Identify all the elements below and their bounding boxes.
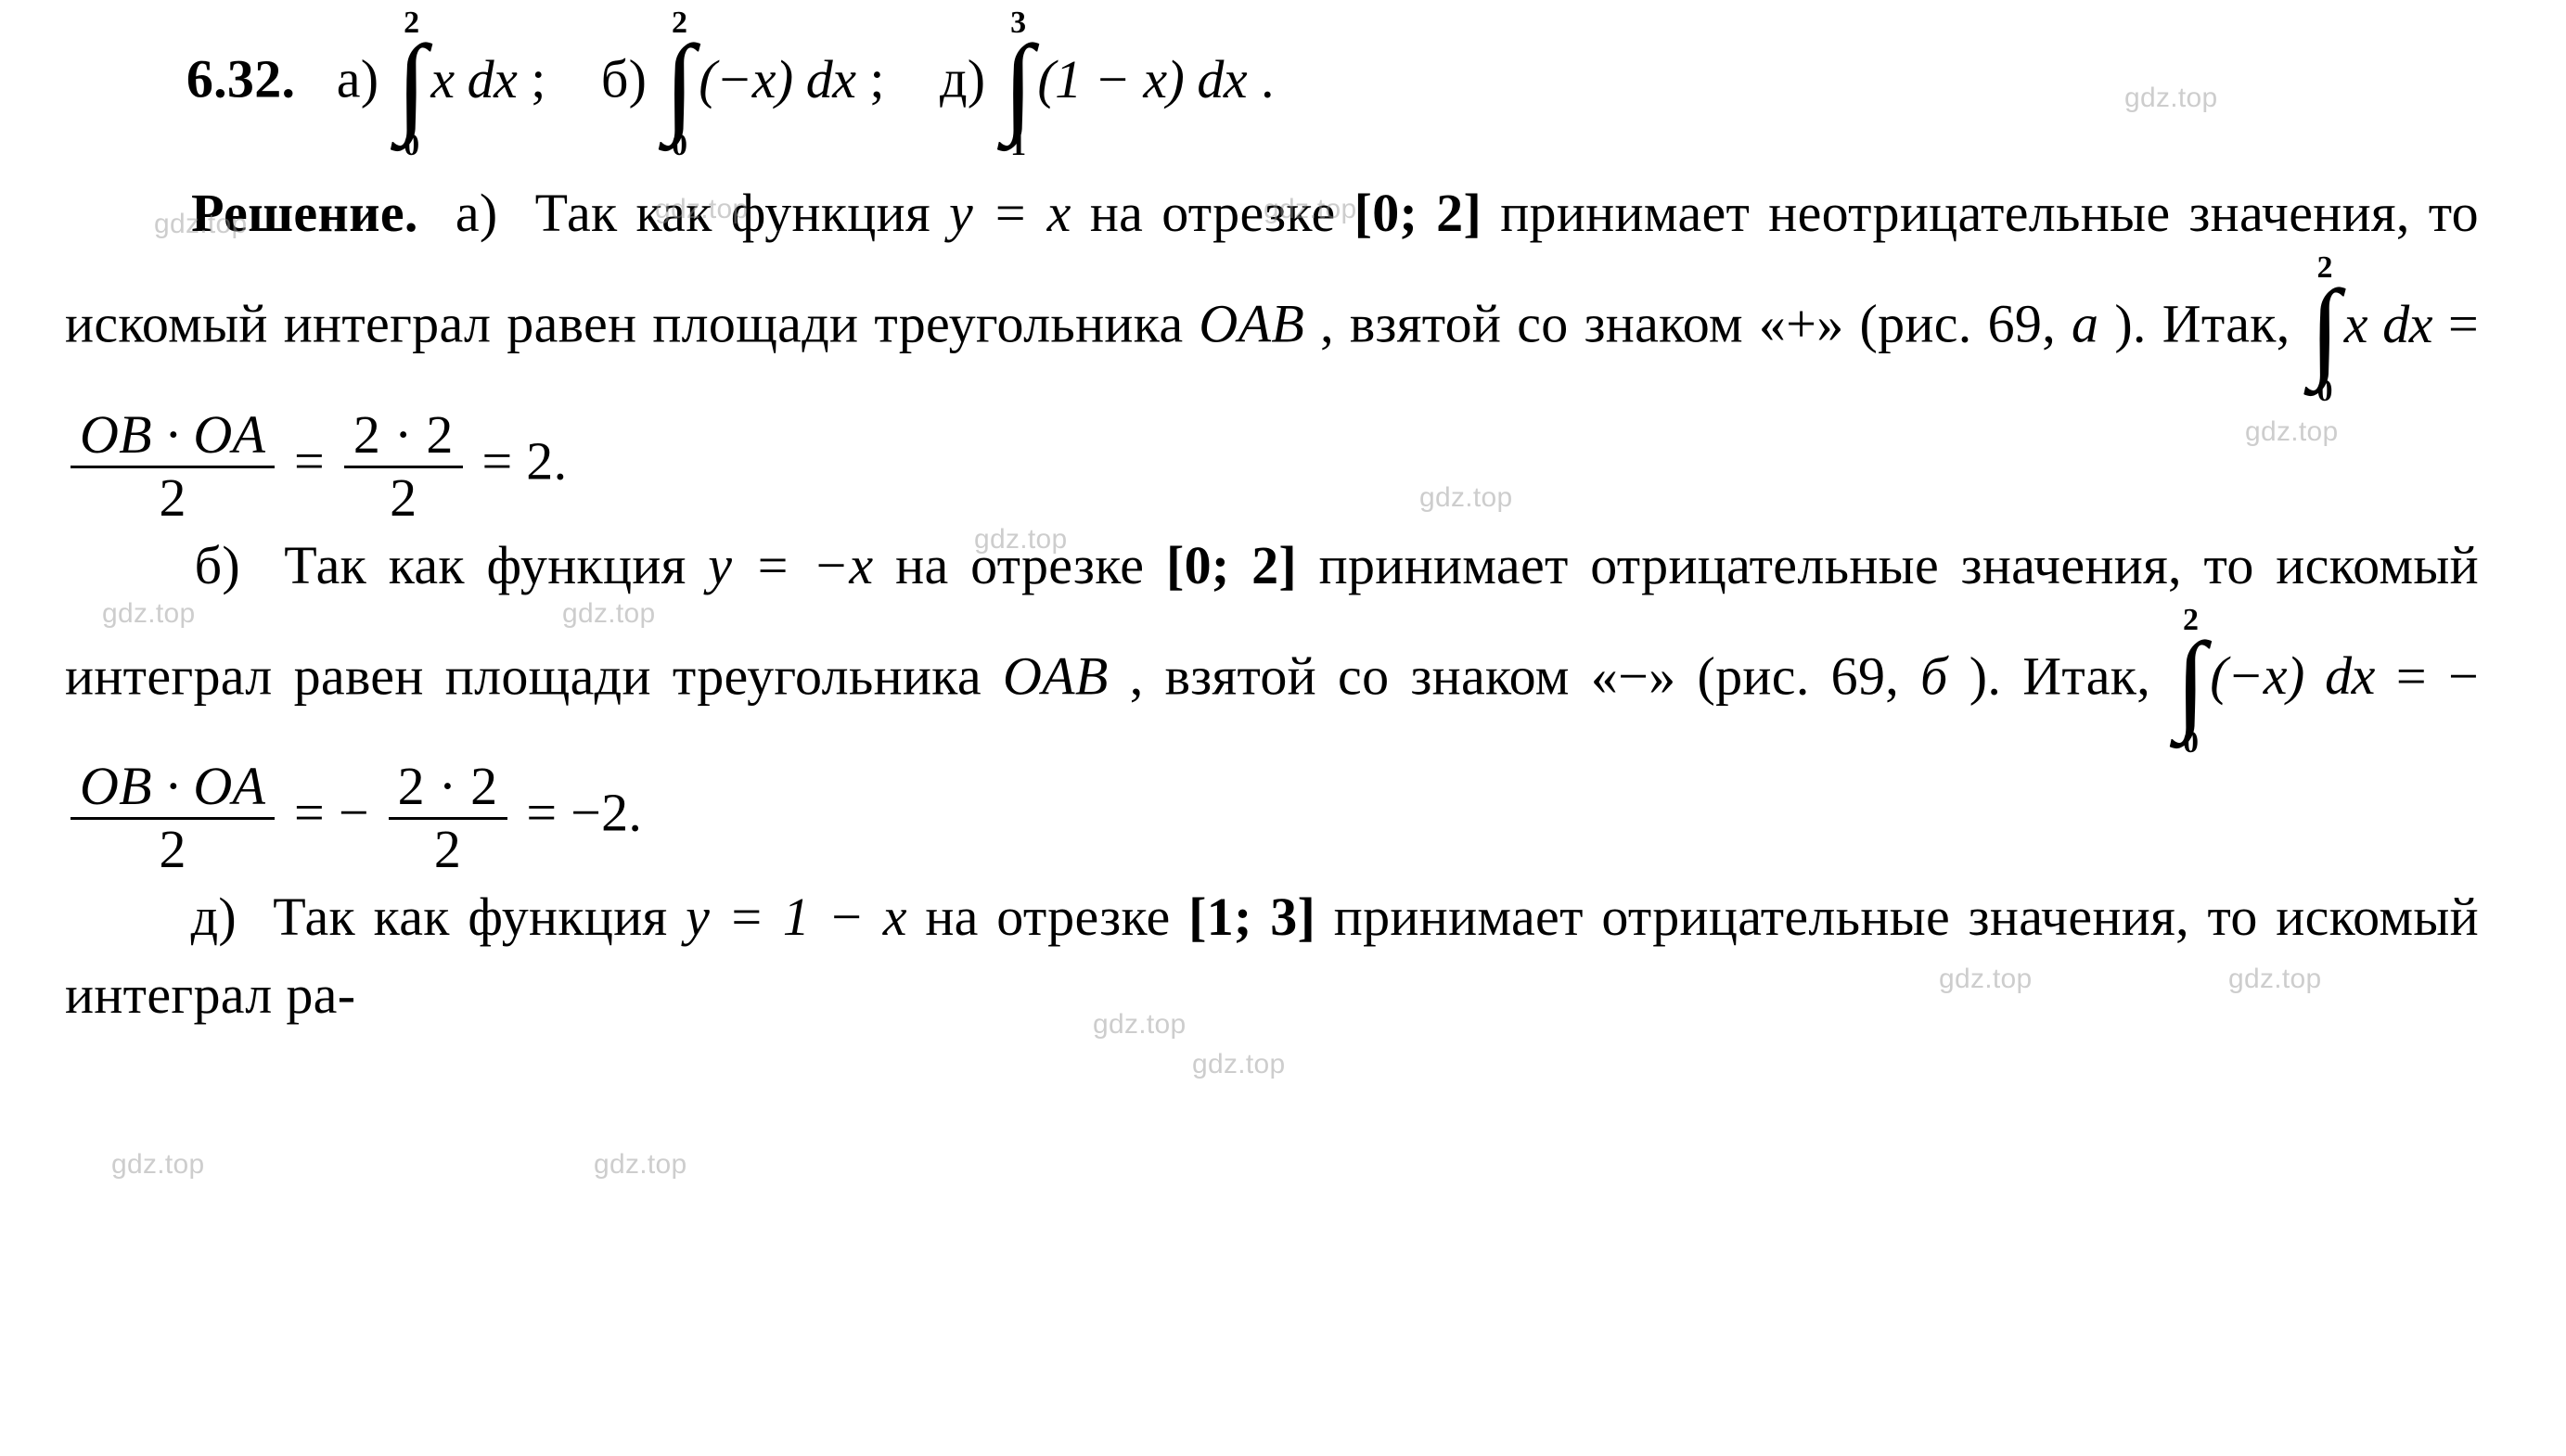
frac-a1: OB · OA 2 (71, 407, 275, 527)
integral-b-inline: 2 ∫ 0 (−x) dx (2172, 645, 2396, 706)
frac-a2: 2 · 2 2 (344, 407, 463, 527)
solution-a: Решение. а) Так как функция y = x на отр… (65, 174, 2479, 526)
watermark: gdz.top (594, 1144, 687, 1185)
problem-label: 6.32. (186, 49, 296, 109)
integral-b: 2 ∫ 0 (−x) dx (661, 49, 869, 109)
problem-line: 6.32. а) 2 ∫ 0 x dx ; б) 2 ∫ 0 (−x) dx ;… (65, 7, 2479, 161)
watermark: gdz.top (111, 1144, 205, 1185)
page: 6.32. а) 2 ∫ 0 x dx ; б) 2 ∫ 0 (−x) dx ;… (0, 0, 2566, 1056)
solution-heading: Решение. (191, 183, 418, 243)
solution-d: д) Так как функция y = 1 − x на отрезке … (65, 878, 2479, 1034)
integral-a: 2 ∫ 0 x dx (392, 49, 531, 109)
part-a-label: а) (337, 49, 379, 109)
frac-b1: OB · OA 2 (71, 759, 275, 878)
watermark: gdz.top (1192, 1044, 1286, 1085)
frac-b2: 2 · 2 2 (389, 759, 507, 878)
integral-a-inline: 2 ∫ 0 x dx (2306, 294, 2448, 354)
integral-d: 3 ∫ 1 (1 − x) dx (999, 49, 1261, 109)
part-b-label: б) (601, 49, 647, 109)
part-d-label: д) (940, 49, 985, 109)
solution-b: б) Так как функция y = −x на отрезке [0;… (65, 527, 2479, 878)
